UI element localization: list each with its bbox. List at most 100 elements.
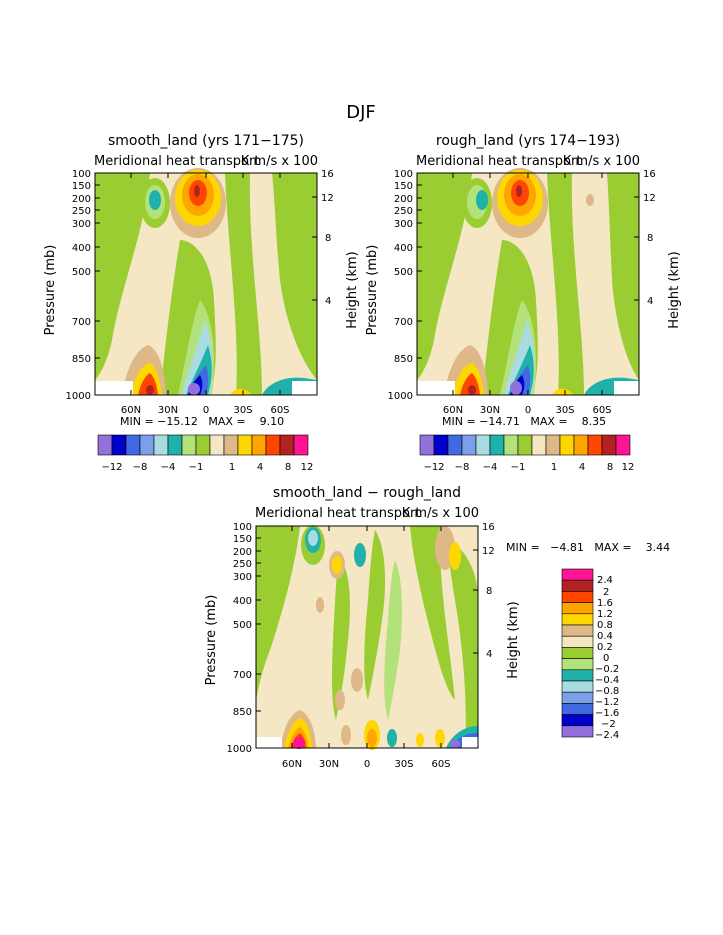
colorbar-swatch <box>475 434 491 456</box>
colorbar-swatch <box>251 434 267 456</box>
y-right-axis-label: Height (km) <box>506 601 521 678</box>
colorbar-swatch <box>503 434 519 456</box>
y-tick-label: 700 <box>72 317 91 328</box>
y-right-tick-label: 16 <box>321 169 334 180</box>
x-tick-label: 30N <box>319 759 339 770</box>
y-right-tick-label: 4 <box>486 649 492 660</box>
colorbar-swatch <box>97 434 113 456</box>
min-max-stats: MIN = −14.71 MAX = 8.35 <box>442 415 606 428</box>
y-right-tick-label: 12 <box>321 193 334 204</box>
y-tick-label: 1000 <box>66 391 91 402</box>
colorbar-label: 0 <box>603 653 609 664</box>
colorbar-label: −1.6 <box>595 708 619 719</box>
colorbar-swatch <box>561 624 594 637</box>
y-tick-label: 500 <box>233 620 252 631</box>
colorbar-swatch <box>615 434 631 456</box>
colorbar-swatch <box>293 434 309 456</box>
y-tick-label: 200 <box>394 194 413 205</box>
x-tick-label: 60N <box>443 405 463 416</box>
x-tick-label: 0 <box>364 759 370 770</box>
contour-field <box>417 168 639 395</box>
colorbar-labels: −12 −8 −4 −1 1 4 8 12 <box>423 462 634 473</box>
y-tick-label: 100 <box>72 169 91 180</box>
colorbar-swatch <box>111 434 127 456</box>
y-right-tick-label: 4 <box>647 296 653 307</box>
x-tick-labels: 60N 30N 0 30S 60S <box>121 405 290 416</box>
colorbar-swatch <box>561 658 594 671</box>
colorbar-swatch <box>561 725 594 738</box>
y-tick-label: 150 <box>233 534 252 545</box>
x-tick-label: 30S <box>555 405 574 416</box>
panel-title: rough_land (yrs 174−193) <box>436 133 620 149</box>
y-tick-label: 300 <box>394 219 413 230</box>
y-right-tick-label: 8 <box>647 233 653 244</box>
x-tick-label: 60S <box>431 759 450 770</box>
colorbar-swatch <box>561 703 594 715</box>
colorbar-swatch <box>601 434 617 456</box>
y-tick-label: 150 <box>72 181 91 192</box>
colorbar-swatch <box>139 434 155 456</box>
colorbar-label: −1.2 <box>595 697 619 708</box>
colorbar-label: −2 <box>601 719 616 730</box>
y-right-tick-labels: 16 12 8 4 <box>321 169 334 307</box>
y-right-tick-label: 12 <box>643 193 656 204</box>
y-axis-label: Pressure (mb) <box>365 245 380 336</box>
panel-subtitle-right: K m/s x 100 <box>563 154 640 169</box>
x-tick-label: 0 <box>203 405 209 416</box>
y-tick-label: 1000 <box>388 391 413 402</box>
panel-subtitle-right: K m/s x 100 <box>241 154 318 169</box>
colorbar-label: −8 <box>133 462 148 473</box>
y-tick-label: 850 <box>394 354 413 365</box>
axes-ticks <box>95 172 317 395</box>
y-tick-label: 850 <box>72 354 91 365</box>
colorbar-label: −0.4 <box>595 675 619 686</box>
colorbar-label: 1.2 <box>597 609 613 620</box>
panel-difference: smooth_land − rough_land Meridional heat… <box>204 485 670 770</box>
x-tick-label: 60S <box>592 405 611 416</box>
colorbar-label: −0.8 <box>595 686 619 697</box>
colorbar-label: −1 <box>511 462 526 473</box>
colorbar-swatch <box>587 434 603 456</box>
y-axis-label: Pressure (mb) <box>204 595 219 686</box>
colorbar-swatch <box>419 434 435 456</box>
y-right-tick-label: 8 <box>325 233 331 244</box>
y-right-tick-labels: 16 12 8 4 <box>482 522 495 660</box>
colorbar-swatch <box>559 434 575 456</box>
panel-subtitle-left: Meridional heat transport <box>94 154 259 169</box>
colorbar-label: 0.4 <box>597 631 613 642</box>
colorbar-label: 0.2 <box>597 642 613 653</box>
colorbar <box>97 434 309 456</box>
panel-subtitle-left: Meridional heat transport <box>255 506 420 521</box>
colorbar-swatch <box>433 434 449 456</box>
colorbar <box>419 434 631 456</box>
x-tick-label: 30S <box>394 759 413 770</box>
colorbar-label: −4 <box>161 462 176 473</box>
panel-title: smooth_land − rough_land <box>273 485 461 501</box>
y-tick-label: 700 <box>233 670 252 681</box>
colorbar-swatch <box>167 434 183 456</box>
colorbar-label: 12 <box>301 462 314 473</box>
colorbar-swatch <box>561 591 594 603</box>
y-tick-label: 400 <box>72 243 91 254</box>
y-tick-labels: 100 150 200 250 300 400 500 700 850 1000 <box>388 169 413 402</box>
y-tick-label: 100 <box>233 522 252 533</box>
panel-rough-land: rough_land (yrs 174−193) Meridional heat… <box>365 133 682 473</box>
colorbar-swatch <box>561 568 594 581</box>
colorbar-swatch <box>461 434 477 456</box>
colorbar-swatch <box>561 691 594 704</box>
colorbar-swatch <box>125 434 141 456</box>
contour-field <box>95 168 317 395</box>
x-tick-labels: 60N 30N 0 30S 60S <box>282 759 451 770</box>
y-tick-label: 100 <box>394 169 413 180</box>
colorbar-swatch <box>573 434 589 456</box>
colorbar-swatch <box>209 434 225 456</box>
colorbar-swatch <box>195 434 211 456</box>
y-tick-label: 700 <box>394 317 413 328</box>
min-max-stats: MIN = −4.81 MAX = 3.44 <box>506 541 670 554</box>
colorbar-swatch <box>561 647 594 659</box>
colorbar-swatch <box>561 602 594 615</box>
y-right-tick-labels: 16 12 8 4 <box>643 169 656 307</box>
colorbar-swatch <box>153 434 169 456</box>
colorbar-label: −1 <box>189 462 204 473</box>
y-tick-labels: 100 150 200 250 300 400 500 700 850 1000 <box>66 169 91 402</box>
